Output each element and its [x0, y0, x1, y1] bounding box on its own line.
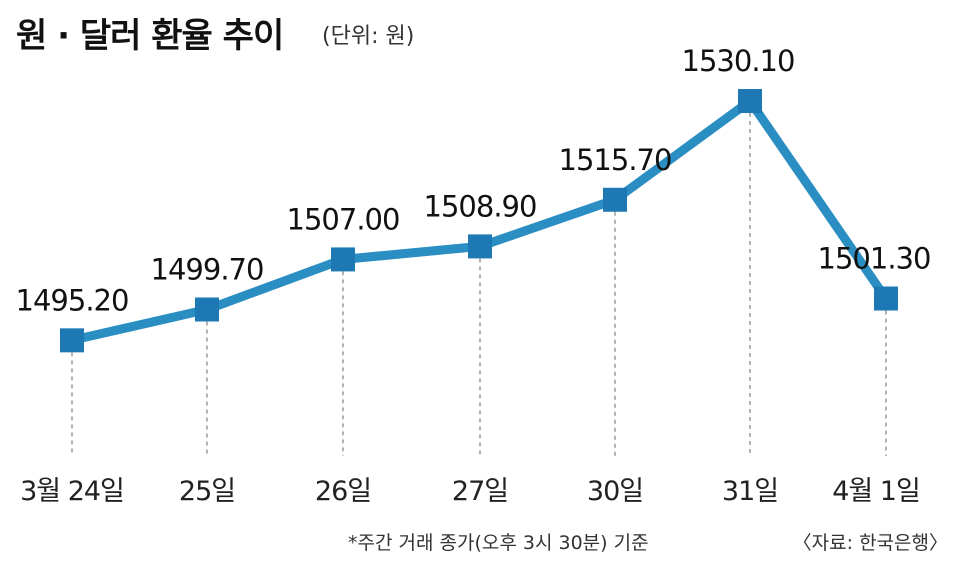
- x-tick-label: 30일: [587, 476, 643, 507]
- data-point: [60, 328, 84, 353]
- data-point: [468, 234, 492, 259]
- data-point: [874, 286, 898, 311]
- x-tick-label: 26일: [315, 476, 371, 507]
- x-tick-label: 31일: [722, 476, 778, 507]
- data-label: 1495.20: [16, 283, 129, 317]
- x-tick-label: 4월 1일: [832, 476, 920, 507]
- data-point: [738, 89, 762, 114]
- data-label: 1501.30: [818, 242, 931, 276]
- data-label: 1507.00: [287, 202, 400, 236]
- data-label: 1515.70: [559, 143, 672, 177]
- data-label: 1499.70: [151, 252, 264, 286]
- data-point: [195, 297, 219, 322]
- data-label: 1530.10: [682, 44, 795, 78]
- data-point: [331, 247, 355, 272]
- data-label: 1508.90: [424, 189, 537, 223]
- x-tick-label: 3월 24일: [20, 476, 124, 507]
- data-point: [603, 187, 627, 212]
- x-tick-label: 27일: [452, 476, 508, 507]
- unit-label: (단위: 원): [322, 24, 415, 49]
- footnote: *주간 거래 종가(오후 3시 30분) 기준: [348, 532, 649, 554]
- x-tick-label: 25일: [179, 476, 235, 507]
- source-note: 〈자료: 한국은행〉: [792, 532, 948, 554]
- chart-title: 원 · 달러 환율 추이: [16, 16, 284, 56]
